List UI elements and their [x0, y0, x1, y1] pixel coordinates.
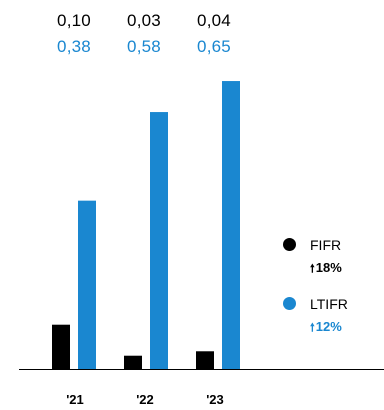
x-tick-22: '22	[136, 392, 154, 407]
fifr-change-value: 18%	[315, 260, 342, 275]
fifr-value-21: 0,10	[57, 11, 91, 30]
ltifr-bar-23	[222, 81, 240, 370]
fifr-change: 🠕18%	[310, 260, 342, 277]
fifr-bar-23	[196, 351, 214, 369]
fifr-bar-22	[124, 355, 142, 369]
ltifr-value-22: 0,58	[127, 37, 161, 56]
ltifr-legend-label: LTIFR	[310, 296, 348, 312]
fifr-legend-label: FIFR	[310, 237, 342, 253]
fifr-value-row: 0,10 0,03 0,04	[0, 10, 384, 32]
ltifr-value-23: 0,65	[197, 37, 231, 56]
ltifr-bar-22	[150, 112, 168, 369]
fifr-bar-21	[52, 324, 70, 369]
fifr-value-23: 0,04	[197, 11, 231, 30]
up-arrow-icon: 🠕	[310, 263, 315, 275]
ltifr-value-21: 0,38	[57, 37, 91, 56]
ltifr-change-value: 12%	[315, 319, 342, 334]
fifr-legend-dot	[283, 238, 296, 251]
x-tick-23: '23	[206, 392, 224, 407]
ltifr-bar-21	[78, 200, 96, 369]
ltifr-change: 🠕12%	[310, 319, 342, 336]
fifr-value-22: 0,03	[127, 11, 161, 30]
up-arrow-icon: 🠕	[310, 322, 315, 334]
x-tick-21: '21	[66, 392, 84, 407]
ltifr-value-row: 0,38 0,58 0,65	[0, 36, 384, 58]
ltifr-legend-dot	[283, 297, 296, 310]
